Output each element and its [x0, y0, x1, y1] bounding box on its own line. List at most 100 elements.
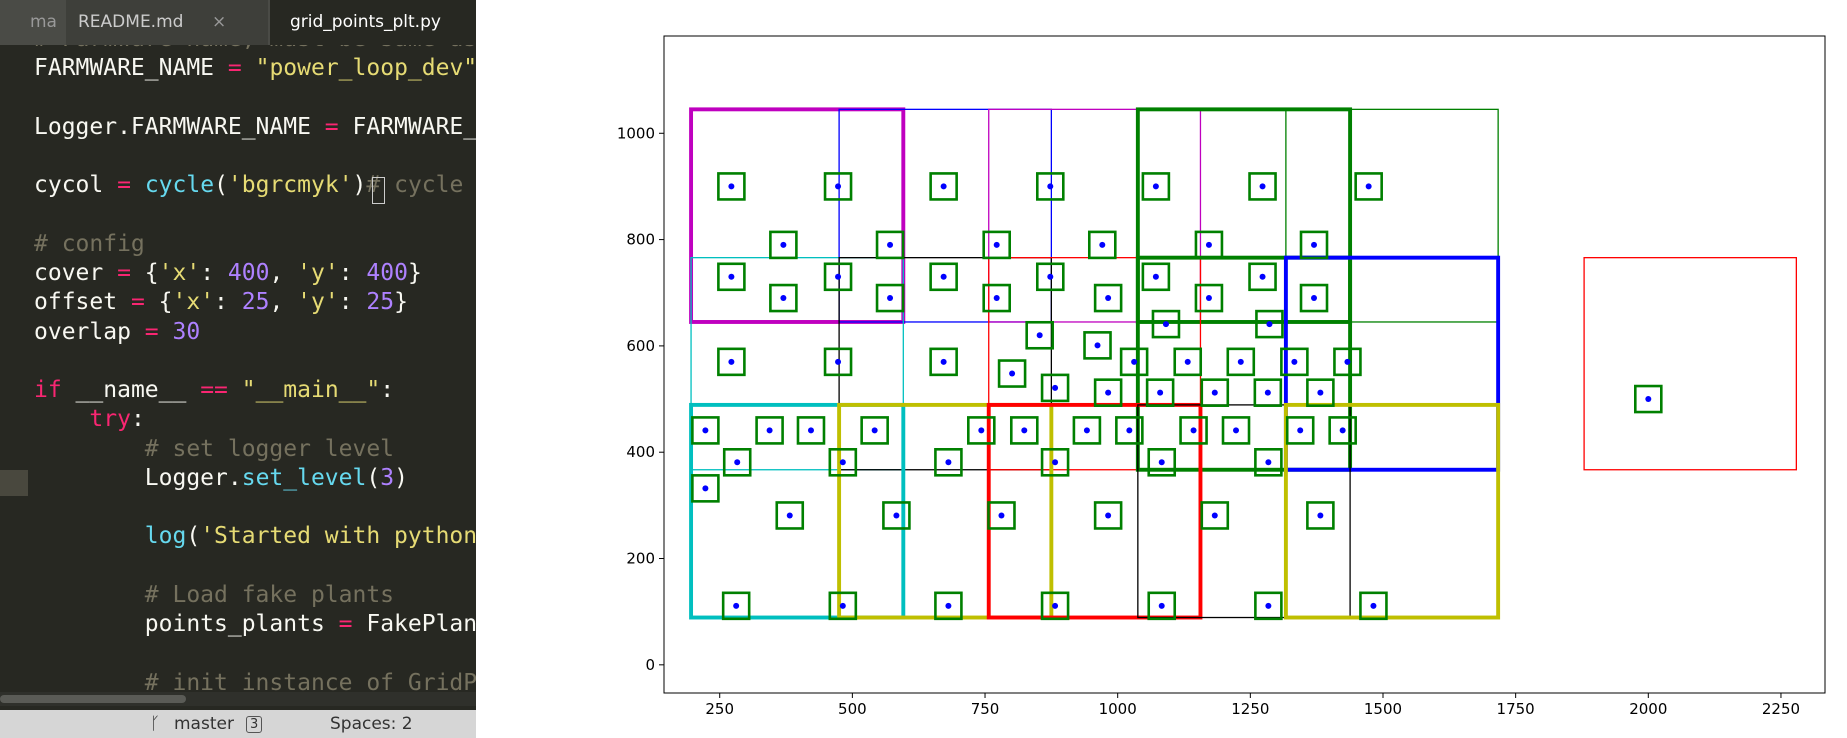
tab[interactable]: ma	[0, 0, 96, 45]
code-token: =	[324, 113, 339, 140]
code-token: =	[144, 318, 159, 345]
code-line: # Load fake plants	[34, 581, 394, 610]
scrollbar[interactable]	[0, 692, 476, 706]
x-tick-label: 750	[971, 700, 1000, 718]
cover-rect	[988, 108, 1202, 323]
tab-active[interactable]: grid_points_plt.py	[270, 0, 476, 45]
point-box	[1009, 416, 1039, 445]
point	[1158, 602, 1165, 609]
point-box	[721, 591, 751, 621]
code-token: try	[89, 406, 131, 433]
point	[1157, 389, 1164, 396]
code-token: "__main__"	[241, 377, 381, 403]
point-box	[775, 501, 805, 530]
point-box	[1194, 283, 1224, 313]
code-token: (	[366, 464, 381, 491]
point	[1265, 459, 1272, 466]
point	[1047, 273, 1054, 280]
point-box	[1200, 378, 1230, 407]
code-token: {	[130, 260, 159, 286]
tab-bar: ma README.md × grid_points_plt.py	[0, 0, 476, 45]
point	[945, 602, 952, 609]
code-line: cycol = cycle('bgrcmyk')# cycle	[34, 171, 463, 200]
point	[1645, 396, 1652, 403]
point	[835, 273, 842, 280]
x-tick-label: 1250	[1231, 700, 1269, 718]
point-box	[934, 591, 963, 621]
code-token: ,	[269, 289, 298, 316]
point	[1317, 389, 1324, 396]
code-line: try:	[34, 405, 145, 434]
code-token: cycle	[144, 172, 215, 199]
plot-frame	[663, 35, 1826, 694]
code-token: offset	[34, 289, 131, 316]
point	[807, 427, 814, 434]
code-token: cover	[34, 260, 118, 286]
code-token: 3	[380, 464, 395, 491]
code-token: (	[186, 523, 201, 550]
point-box	[722, 448, 752, 477]
x-tick-label: 1750	[1497, 700, 1535, 718]
point-box	[769, 283, 798, 313]
cover-rect	[837, 402, 1054, 620]
code-token: FARMWARE_NAME	[34, 55, 228, 82]
x-tick-label: 250	[705, 700, 734, 718]
indent-setting[interactable]: Spaces: 2	[330, 714, 413, 734]
point-box	[1299, 230, 1329, 260]
cover-rect	[1583, 257, 1797, 471]
point	[940, 273, 947, 280]
point-box	[828, 591, 858, 621]
point-box	[1093, 378, 1123, 407]
point-box	[1285, 416, 1315, 445]
point-box	[1299, 283, 1329, 313]
point	[1370, 602, 1377, 609]
code-token: =	[117, 172, 131, 199]
tab[interactable]: README.md ×	[66, 0, 268, 45]
code-token: FakePlants	[366, 611, 476, 637]
point-box	[1280, 347, 1309, 377]
point	[702, 427, 709, 434]
y-tick-label: 400	[626, 443, 655, 461]
cover-rect	[1135, 255, 1353, 472]
code-token: overlap	[34, 318, 145, 345]
point-box	[717, 347, 746, 377]
point-box	[1306, 501, 1335, 530]
cover-rect	[1283, 402, 1501, 620]
code-token: # Load fake plants	[34, 581, 395, 608]
point	[702, 485, 709, 492]
x-tick-label: 500	[838, 700, 867, 718]
point-box	[1087, 230, 1117, 260]
code-token: 'Started with python	[200, 523, 476, 550]
point	[1264, 389, 1271, 396]
code-token: =	[227, 55, 242, 82]
scroll-thumb[interactable]	[0, 695, 186, 703]
point-box	[982, 283, 1011, 313]
point-box	[1083, 331, 1112, 360]
code-token: :	[130, 406, 145, 433]
point	[1099, 241, 1106, 248]
branch[interactable]: master	[174, 714, 234, 734]
code-token: # cycle	[366, 172, 464, 199]
code-token: {	[144, 289, 173, 316]
code-token: # init instance of GridP	[34, 669, 476, 696]
code-token: 400	[227, 260, 270, 286]
code-token: )	[394, 464, 408, 491]
tab-close[interactable]: ×	[212, 12, 227, 32]
point	[728, 273, 735, 280]
code-line: if __name__ == "__main__":	[34, 376, 394, 405]
point	[835, 183, 842, 190]
cover-rect	[1283, 255, 1501, 472]
point	[945, 459, 952, 466]
point-box	[1040, 448, 1070, 477]
point	[733, 602, 740, 609]
point	[728, 358, 735, 365]
point	[1317, 512, 1324, 519]
code-token	[228, 377, 242, 403]
point	[940, 183, 947, 190]
point	[1021, 427, 1028, 434]
point	[1047, 183, 1054, 190]
code-token: ,	[269, 260, 298, 286]
code-token: # set logger level	[34, 435, 395, 462]
point-box	[929, 172, 958, 201]
x-tick-label: 1000	[1099, 700, 1137, 718]
